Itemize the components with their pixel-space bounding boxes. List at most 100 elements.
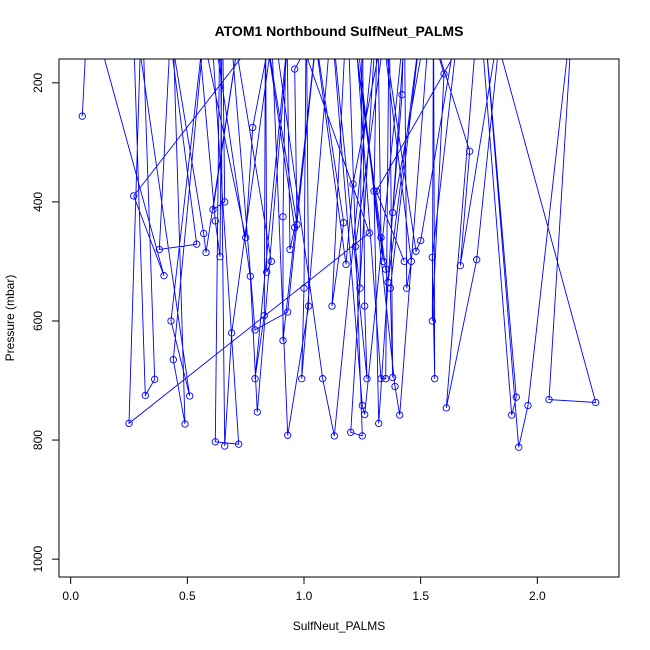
chart-title: ATOM1 Northbound SulfNeut_PALMS <box>215 23 464 39</box>
data-point <box>473 256 481 264</box>
data-point <box>193 240 201 248</box>
data-point <box>340 219 348 227</box>
data-point <box>319 375 327 383</box>
data-point <box>267 257 275 266</box>
x-axis-label: SulfNeut_PALMS <box>293 619 386 633</box>
data-point <box>211 438 219 446</box>
series-points <box>78 65 600 451</box>
x-axis: 0.0 0.5 1.0 1.5 2.0 <box>62 576 546 603</box>
data-point <box>545 395 553 404</box>
data-point <box>235 440 243 448</box>
data-point <box>442 404 450 412</box>
data-point <box>512 393 520 401</box>
data-point <box>361 302 369 310</box>
data-point <box>358 432 366 440</box>
data-point <box>125 419 133 428</box>
data-point <box>370 187 378 195</box>
y-tick-label: 800 <box>31 430 45 450</box>
data-point <box>181 420 189 428</box>
data-point <box>279 336 287 345</box>
data-point <box>361 410 369 419</box>
data-point <box>400 257 408 266</box>
data-point <box>417 236 425 245</box>
data-point <box>515 443 523 451</box>
data-point <box>263 268 271 276</box>
data-point <box>251 375 259 383</box>
data-point <box>431 375 439 383</box>
data-point <box>291 65 299 73</box>
data-point <box>456 261 464 270</box>
data-point <box>396 411 404 419</box>
data-point <box>347 428 355 436</box>
data-point <box>293 220 301 229</box>
data-point <box>356 284 364 292</box>
data-point <box>377 233 385 242</box>
y-tick-label: 400 <box>31 192 45 212</box>
data-point <box>330 432 338 440</box>
data-point <box>169 356 177 364</box>
data-point <box>403 284 411 292</box>
data-point <box>228 329 236 337</box>
data-point <box>382 375 390 383</box>
data-point <box>167 317 175 325</box>
data-point <box>249 123 257 132</box>
x-tick-label: 0.0 <box>62 589 79 603</box>
data-point <box>300 284 308 292</box>
data-point <box>391 382 399 391</box>
data-point <box>253 408 261 416</box>
data-point <box>246 272 254 280</box>
data-point <box>358 401 366 410</box>
data-point <box>389 208 397 217</box>
data-point <box>78 112 86 120</box>
y-tick-label: 600 <box>31 311 45 331</box>
data-point <box>524 401 532 410</box>
data-point <box>141 391 149 400</box>
data-point <box>202 248 210 257</box>
x-tick-label: 1.5 <box>412 589 429 603</box>
data-point <box>284 431 292 439</box>
data-point <box>151 375 159 383</box>
data-point <box>398 91 406 99</box>
data-point <box>379 257 387 266</box>
data-point <box>209 205 217 214</box>
data-point <box>251 326 259 334</box>
series-lines <box>81 59 597 448</box>
data-point <box>389 373 397 382</box>
data-point <box>592 398 600 407</box>
data-point <box>365 229 373 237</box>
data-point <box>386 284 394 292</box>
data-point <box>200 229 208 238</box>
y-tick-label: 200 <box>31 72 45 92</box>
data-point <box>428 317 436 325</box>
data-point <box>286 245 294 254</box>
data-point <box>130 192 138 200</box>
data-point <box>284 308 292 316</box>
data-point <box>242 233 250 242</box>
data-point <box>372 187 380 195</box>
data-point <box>221 198 229 206</box>
data-point <box>382 265 390 273</box>
data-point <box>211 217 219 225</box>
x-tick-label: 0.5 <box>179 589 196 603</box>
data-point <box>412 247 420 255</box>
data-point <box>305 302 313 310</box>
data-point <box>221 442 229 450</box>
data-point <box>349 180 357 188</box>
y-tick-label: 1000 <box>31 545 45 572</box>
data-point <box>508 411 516 419</box>
data-point <box>363 375 371 383</box>
series-line <box>81 59 597 448</box>
data-point <box>428 253 436 261</box>
data-point <box>407 257 415 266</box>
data-point <box>298 375 306 383</box>
data-point <box>186 392 194 400</box>
data-point <box>328 302 336 310</box>
data-point <box>155 245 163 254</box>
data-point <box>440 70 448 78</box>
data-point <box>466 147 474 155</box>
data-point <box>216 253 224 261</box>
y-axis-label: Pressure (mbar) <box>3 275 17 362</box>
data-point <box>351 242 359 251</box>
